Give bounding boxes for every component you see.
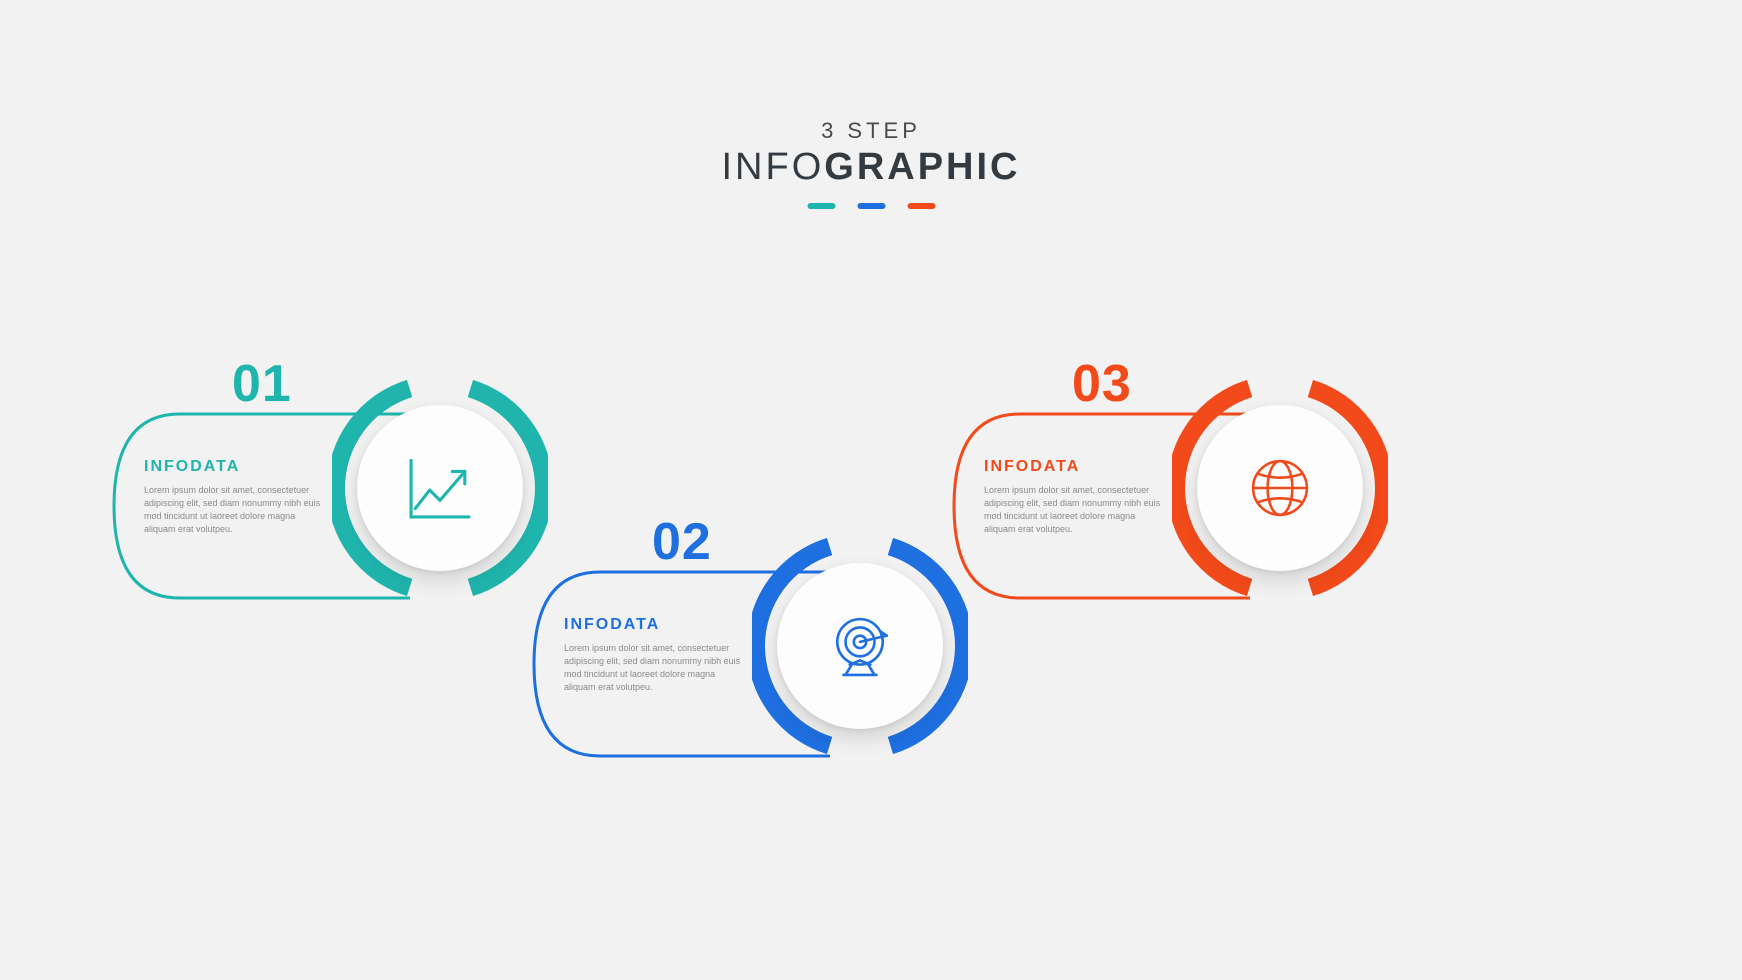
step-body: Lorem ipsum dolor sit amet, consectetuer… (144, 484, 326, 536)
step-number: 03 (1072, 354, 1132, 414)
step-text: INFODATA Lorem ipsum dolor sit amet, con… (144, 458, 326, 536)
header-title: INFOGRAPHIC (721, 146, 1020, 189)
header-subtitle: 3 STEP (721, 118, 1020, 144)
header-accent-dashes (721, 203, 1020, 209)
step-text: INFODATA Lorem ipsum dolor sit amet, con… (564, 616, 746, 694)
step-number: 01 (232, 354, 292, 414)
header: 3 STEP INFOGRAPHIC (721, 118, 1020, 209)
step-3: 03 INFODATA Lorem ipsum dolor sit amet, … (950, 390, 1380, 670)
step-heading: INFODATA (984, 458, 1166, 476)
dash-3 (907, 203, 935, 209)
step-heading: INFODATA (564, 616, 746, 634)
step-2: 02 INFODATA Lorem ipsum dolor sit amet, … (530, 548, 960, 828)
step-body: Lorem ipsum dolor sit amet, consectetuer… (564, 642, 746, 694)
step-heading: INFODATA (144, 458, 326, 476)
header-title-bold: GRAPHIC (824, 146, 1020, 188)
dash-1 (807, 203, 835, 209)
target-icon (829, 615, 891, 677)
infographic-canvas: 3 STEP INFOGRAPHIC 01 INFODATA Lorem ips… (0, 0, 1742, 980)
header-title-light: INFO (721, 146, 824, 188)
step-body: Lorem ipsum dolor sit amet, consectetuer… (984, 484, 1166, 536)
dash-2 (857, 203, 885, 209)
icon-disc (777, 563, 943, 729)
globe-icon (1249, 457, 1311, 519)
step-1: 01 INFODATA Lorem ipsum dolor sit amet, … (110, 390, 540, 670)
step-number: 02 (652, 512, 712, 572)
chart-up-icon (409, 457, 471, 519)
step-text: INFODATA Lorem ipsum dolor sit amet, con… (984, 458, 1166, 536)
icon-disc (357, 405, 523, 571)
icon-disc (1197, 405, 1363, 571)
